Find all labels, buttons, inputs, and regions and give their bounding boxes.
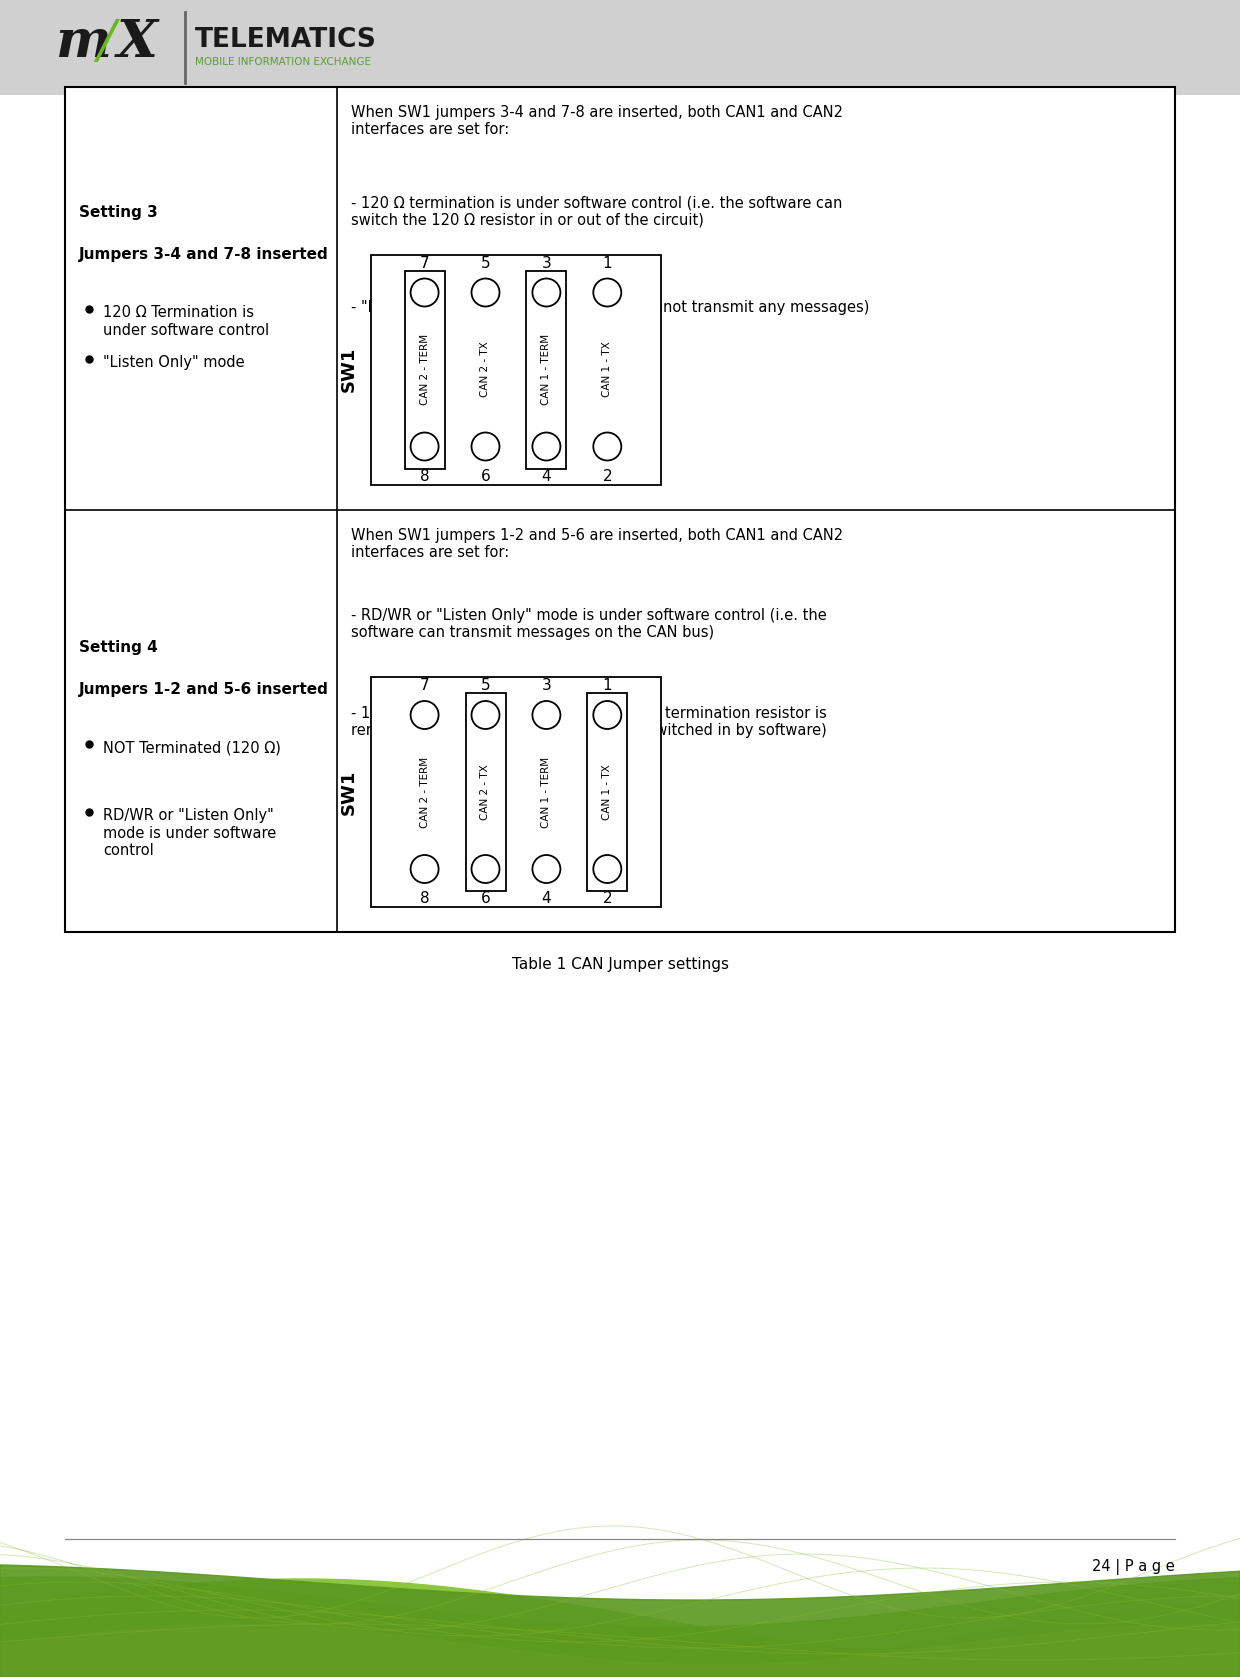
Circle shape xyxy=(532,855,560,884)
Circle shape xyxy=(471,278,500,307)
Text: RD/WR or "Listen Only"
mode is under software
control: RD/WR or "Listen Only" mode is under sof… xyxy=(103,808,277,859)
Text: 4: 4 xyxy=(542,890,552,906)
Text: NOT Terminated (120 Ω): NOT Terminated (120 Ω) xyxy=(103,741,281,755)
Circle shape xyxy=(532,278,560,307)
Circle shape xyxy=(410,278,439,307)
Text: 6: 6 xyxy=(481,890,490,906)
Text: 4: 4 xyxy=(542,468,552,483)
Bar xyxy=(64,87,1176,932)
Text: 1: 1 xyxy=(603,678,613,693)
Bar xyxy=(371,255,661,485)
Text: TELEMATICS: TELEMATICS xyxy=(195,27,377,52)
Circle shape xyxy=(410,701,439,729)
Text: 5: 5 xyxy=(481,255,490,270)
Text: CAN 2 - TX: CAN 2 - TX xyxy=(481,342,491,397)
Text: CAN 1 - TERM: CAN 1 - TERM xyxy=(542,334,552,406)
Text: CAN 1 - TX: CAN 1 - TX xyxy=(603,765,613,820)
Circle shape xyxy=(593,855,621,884)
Text: X: X xyxy=(117,17,157,69)
Text: CAN 2 - TX: CAN 2 - TX xyxy=(481,765,491,820)
Text: - 120 Ω termination is under software control (i.e. the software can
switch the : - 120 Ω termination is under software co… xyxy=(351,195,842,228)
Circle shape xyxy=(593,433,621,461)
Text: 2: 2 xyxy=(603,890,613,906)
Text: Setting 3: Setting 3 xyxy=(79,205,157,220)
Text: 3: 3 xyxy=(542,678,552,693)
Circle shape xyxy=(410,433,439,461)
Polygon shape xyxy=(0,1565,1240,1677)
Circle shape xyxy=(532,701,560,729)
Text: CAN 1 - TERM: CAN 1 - TERM xyxy=(542,756,552,827)
Text: 8: 8 xyxy=(420,468,429,483)
Bar xyxy=(588,693,627,890)
Text: m: m xyxy=(55,17,110,69)
Text: SW1: SW1 xyxy=(340,347,358,392)
Text: - 120 Ω termination is disabled (the 120 Ω termination resistor is
removed from : - 120 Ω termination is disabled (the 120… xyxy=(351,706,827,738)
Text: MOBILE INFORMATION EXCHANGE: MOBILE INFORMATION EXCHANGE xyxy=(195,57,371,67)
Circle shape xyxy=(471,701,500,729)
Text: "Listen Only" mode: "Listen Only" mode xyxy=(103,356,244,371)
Text: CAN 1 - TX: CAN 1 - TX xyxy=(603,342,613,397)
Circle shape xyxy=(471,433,500,461)
Circle shape xyxy=(593,278,621,307)
Text: Table 1 CAN Jumper settings: Table 1 CAN Jumper settings xyxy=(511,958,729,973)
Text: 8: 8 xyxy=(420,890,429,906)
Text: CAN 2 - TERM: CAN 2 - TERM xyxy=(419,756,429,827)
Text: CAN 2 - TERM: CAN 2 - TERM xyxy=(419,334,429,406)
Text: Jumpers 1-2 and 5-6 inserted: Jumpers 1-2 and 5-6 inserted xyxy=(79,683,329,698)
Bar xyxy=(527,270,567,468)
Text: 1: 1 xyxy=(603,255,613,270)
Bar xyxy=(371,678,661,907)
Bar xyxy=(0,0,1240,96)
Text: 5: 5 xyxy=(481,678,490,693)
Polygon shape xyxy=(0,1625,1240,1677)
Bar xyxy=(404,270,445,468)
Bar xyxy=(465,693,506,890)
Text: When SW1 jumpers 1-2 and 5-6 are inserted, both CAN1 and CAN2
interfaces are set: When SW1 jumpers 1-2 and 5-6 are inserte… xyxy=(351,528,843,560)
Circle shape xyxy=(471,855,500,884)
Polygon shape xyxy=(0,1598,1240,1677)
Circle shape xyxy=(532,433,560,461)
Text: 2: 2 xyxy=(603,468,613,483)
Text: - RD/WR or "Listen Only" mode is under software control (i.e. the
software can t: - RD/WR or "Listen Only" mode is under s… xyxy=(351,607,827,641)
Text: - "Listen Only" mode (i.e. the software cannot transmit any messages): - "Listen Only" mode (i.e. the software … xyxy=(351,300,869,315)
Text: Jumpers 3-4 and 7-8 inserted: Jumpers 3-4 and 7-8 inserted xyxy=(79,247,329,262)
Text: 7: 7 xyxy=(420,255,429,270)
Polygon shape xyxy=(0,1580,1240,1677)
Polygon shape xyxy=(0,1576,1240,1677)
Text: 3: 3 xyxy=(542,255,552,270)
Text: /: / xyxy=(97,17,115,69)
Text: 24 | P a g e: 24 | P a g e xyxy=(1092,1560,1176,1575)
Text: Setting 4: Setting 4 xyxy=(79,641,157,656)
Text: When SW1 jumpers 3-4 and 7-8 are inserted, both CAN1 and CAN2
interfaces are set: When SW1 jumpers 3-4 and 7-8 are inserte… xyxy=(351,106,843,138)
Circle shape xyxy=(593,701,621,729)
Text: 120 Ω Termination is
under software control: 120 Ω Termination is under software cont… xyxy=(103,305,269,337)
Text: 7: 7 xyxy=(420,678,429,693)
Text: 6: 6 xyxy=(481,468,490,483)
Circle shape xyxy=(410,855,439,884)
Text: SW1: SW1 xyxy=(340,770,358,815)
